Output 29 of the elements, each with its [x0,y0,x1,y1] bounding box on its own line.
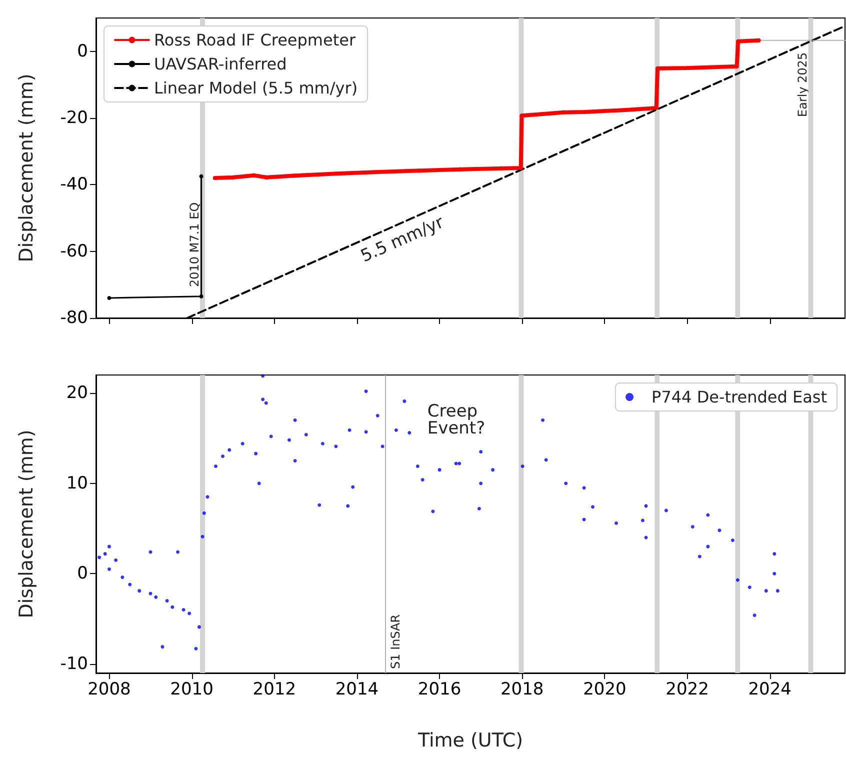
x-tick-label: 2020 [583,680,626,700]
x-tick-label: 2008 [88,680,131,700]
legend-label: P744 De-trended East [652,388,828,406]
y-axis-title: Displacement (mm) [16,430,38,618]
annotation: Creep Event? [427,401,486,438]
ref-line-label: S1 InSAR [388,614,402,669]
x-axis-title: Time (UTC) [416,730,524,752]
legend-label: Ross Road IF Creepmeter [154,30,356,50]
y-tick-label: 0 [77,564,88,584]
x-tick-label: 2012 [252,680,296,700]
x-tick-label: 2016 [418,680,462,700]
y-axis-title: Displacement (mm) [16,74,38,262]
y-tick-label: -40 [60,174,88,195]
x-tick-label: 2014 [335,680,379,700]
legend-label: Linear Model (5.5 mm/yr) [154,78,358,98]
annotation: 2010 M7.1 EQ [188,202,202,287]
y-tick-label: 10 [66,473,88,494]
y-tick-label: -60 [60,241,88,262]
annotation: Early 2025 [796,52,810,118]
x-tick-label: 2022 [666,680,709,700]
legend-label: UAVSAR-inferred [154,54,287,74]
y-tick-label: -20 [60,108,88,128]
y-tick-label: -80 [60,308,88,328]
x-tick-label: 2018 [500,680,544,700]
y-tick-label: -10 [60,654,88,674]
y-tick-label: 20 [66,383,88,404]
x-tick-label: 2024 [748,680,792,700]
x-tick-label: 2010 [170,680,214,700]
y-tick-label: 0 [77,41,88,62]
